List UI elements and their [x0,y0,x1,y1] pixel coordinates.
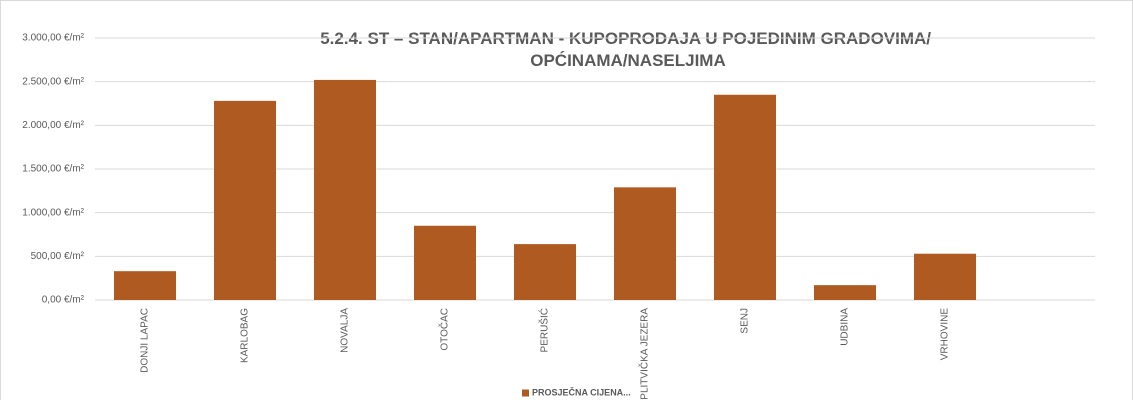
y-tick-label: 1.000,00 €/m² [22,207,84,218]
x-tick-label: SENJ [740,308,751,334]
bar [314,79,376,300]
x-tick-label: NOVALJA [340,308,351,353]
x-tick-label: PERUŠIĆ [538,308,551,352]
legend-swatch [522,389,529,397]
y-tick-label: 0,00 €/m² [42,295,85,306]
x-tick-label: KARLOBAG [240,308,251,363]
x-tick-label: UDBINA [840,308,851,346]
chart-title: 5.2.4. ST – STAN/APARTMAN - KUPOPRODAJA … [320,29,936,70]
x-tick-label: VRHOVINE [940,308,951,361]
x-tick-label: OTOČAC [438,308,451,351]
bar [414,225,476,300]
y-tick-label: 500,00 €/m² [31,251,85,262]
y-tick-label: 3.000,00 €/m² [22,33,84,44]
bar [614,187,676,300]
x-tick-label: PLITVIČKA JEZERA [638,308,651,400]
bar [514,244,576,300]
title-line: OPĆINAMA/NASELJIMA [530,51,726,70]
bar [214,100,276,300]
x-tick-label: DONJI LAPAC [140,308,151,373]
bar [714,94,776,301]
y-tick-label: 2.000,00 €/m² [22,120,84,131]
legend-label: PROSJEČNA CIJENA... [532,386,631,397]
y-tick-label: 1.500,00 €/m² [22,164,84,175]
bar [914,253,976,300]
y-tick-label: 2.500,00 €/m² [22,76,84,87]
bar [114,271,176,300]
bar [814,285,876,300]
title-line: 5.2.4. ST – STAN/APARTMAN - KUPOPRODAJA … [320,29,931,48]
